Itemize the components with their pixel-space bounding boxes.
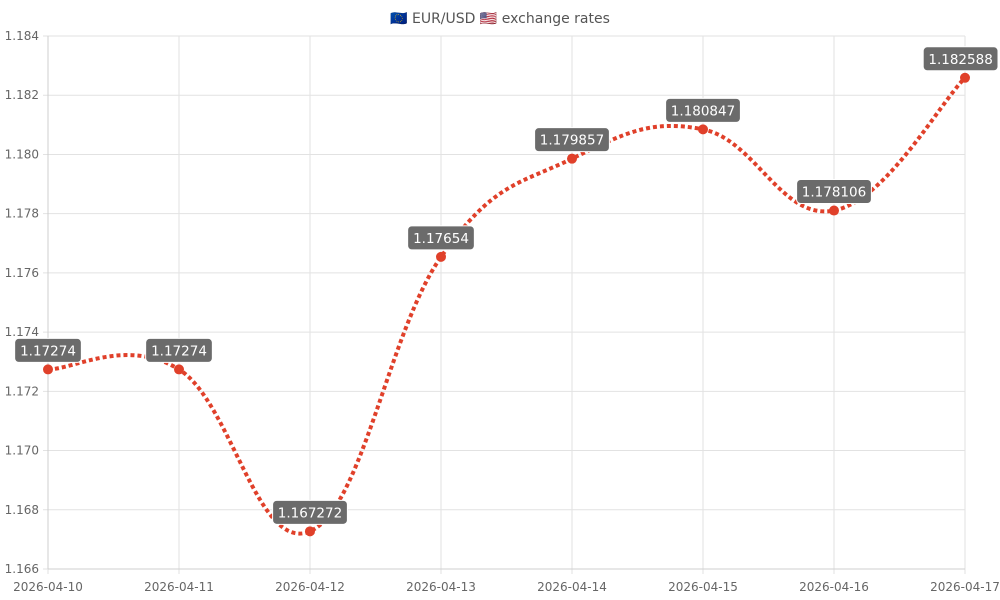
x-tick-label: 2026-04-10 <box>13 580 83 594</box>
data-label-box <box>272 499 348 525</box>
data-labels: 1.17274 1.17274 1.167272 1.17654 1.179857 1.1… <box>14 46 999 525</box>
data-label: 1.167272 <box>278 505 342 521</box>
x-tick-label: 2026-04-13 <box>406 580 476 594</box>
data-point[interactable] <box>829 205 839 216</box>
x-tick-label: 2026-04-16 <box>799 580 869 594</box>
series-line <box>47 76 967 536</box>
data-point[interactable] <box>567 153 577 164</box>
data-label-box <box>407 225 475 251</box>
y-tick-label: 1.178 <box>5 207 39 221</box>
x-tick-label: 2026-04-17 <box>930 580 1000 594</box>
series-lines <box>47 76 967 536</box>
data-point[interactable] <box>43 364 53 375</box>
y-tick-label: 1.174 <box>5 325 39 339</box>
data-label-box <box>922 46 999 72</box>
data-label-box <box>14 337 82 363</box>
y-tick-label: 1.168 <box>5 503 39 517</box>
data-point[interactable] <box>305 526 315 537</box>
data-label-box <box>145 337 213 363</box>
x-tick-label: 2026-04-14 <box>537 580 607 594</box>
y-tick-label: 1.176 <box>5 266 39 280</box>
x-tick-label: 2026-04-12 <box>275 580 345 594</box>
data-label: 1.180847 <box>671 103 735 119</box>
grid <box>43 35 966 574</box>
data-label: 1.179857 <box>540 133 604 149</box>
y-tick-label: 1.180 <box>5 147 39 161</box>
y-tick-label: 1.172 <box>5 384 39 398</box>
y-tick-label: 1.166 <box>5 562 39 576</box>
data-point[interactable] <box>960 72 970 83</box>
data-label: 1.17654 <box>413 231 469 247</box>
data-label-box <box>534 127 610 153</box>
y-tick-label: 1.170 <box>5 444 39 458</box>
data-label: 1.17274 <box>151 343 207 359</box>
data-label-box <box>665 97 741 123</box>
data-label: 1.17274 <box>20 343 76 359</box>
axes: 1.166 1.168 1.170 1.172 1.174 1.176 1.178 1.180… <box>5 29 1000 594</box>
y-tick-label: 1.182 <box>5 88 39 102</box>
chart-title: 🇪🇺 EUR/USD 🇺🇸 exchange rates <box>390 11 610 27</box>
x-tick-label: 2026-04-15 <box>668 580 738 594</box>
data-point[interactable] <box>436 251 446 262</box>
data-points <box>43 72 970 537</box>
data-label-box <box>796 179 872 205</box>
data-point[interactable] <box>174 364 184 375</box>
x-tick-label: 2026-04-11 <box>144 580 214 594</box>
data-label: 1.178106 <box>802 185 866 201</box>
data-label: 1.182588 <box>928 52 992 68</box>
data-point[interactable] <box>698 124 708 135</box>
y-tick-label: 1.184 <box>5 29 39 43</box>
